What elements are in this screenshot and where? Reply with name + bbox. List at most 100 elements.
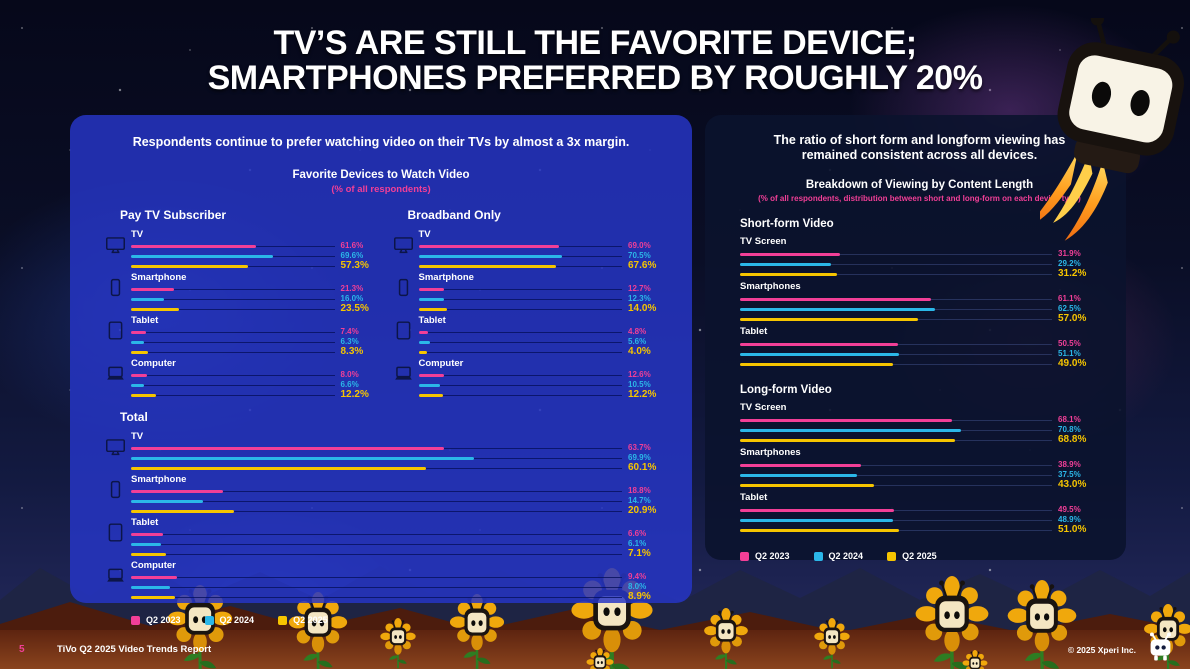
bar-track bbox=[740, 252, 1052, 256]
bar-value-q2-2023: 12.6% bbox=[628, 370, 651, 379]
bar-row: 9.4% bbox=[131, 572, 666, 582]
bar-row: 50.5% bbox=[740, 339, 1106, 349]
bar-q2-2024 bbox=[418, 254, 562, 258]
bar-q2-2024 bbox=[131, 383, 145, 387]
bar-row: 63.7% bbox=[131, 443, 666, 453]
bar-value-q2-2025: 7.1% bbox=[628, 548, 651, 559]
tivo-logo-icon bbox=[1149, 632, 1172, 661]
bar-row: 43.0% bbox=[740, 480, 1106, 490]
device-label: Tablet bbox=[418, 315, 446, 326]
bar-q2-2023 bbox=[418, 244, 559, 248]
bar-track bbox=[418, 287, 623, 291]
slide-title-line1: TV’S ARE STILL THE FAVORITE DEVICE; bbox=[273, 24, 917, 62]
bar-value-q2-2024: 14.7% bbox=[628, 496, 651, 505]
bar-q2-2023 bbox=[131, 532, 164, 536]
bar-track bbox=[740, 463, 1052, 467]
bar-value-q2-2025: 60.1% bbox=[628, 462, 657, 473]
bar-value-q2-2024: 10.5% bbox=[628, 380, 651, 389]
bar-track bbox=[418, 297, 623, 301]
bar-q2-2025 bbox=[131, 393, 156, 397]
total-rows: TV 63.7% 69.9% 60.1% Smartphone 18.8% 14.7% 20.… bbox=[105, 431, 666, 602]
bar-row: 49.5% bbox=[740, 505, 1106, 515]
bar-q2-2023 bbox=[740, 508, 895, 512]
bar-q2-2023 bbox=[131, 244, 257, 248]
bar-value-q2-2024: 6.3% bbox=[340, 337, 359, 346]
column-broadband-only: Broadband Only TV 69.0% 70.5% 67.6% Smartpho… bbox=[393, 208, 667, 401]
bar-q2-2024 bbox=[740, 518, 893, 522]
legend-item-q2-2023: Q2 2023 bbox=[131, 615, 181, 625]
total-section: Total TV 63.7% 69.9% 60.1% Smartphone 18.8% 14… bbox=[96, 410, 666, 602]
bar-track bbox=[740, 262, 1052, 266]
bar-value-q2-2023: 61.1% bbox=[1058, 294, 1081, 303]
bar-track bbox=[418, 307, 623, 311]
bar-value-q2-2025: 31.2% bbox=[1058, 268, 1087, 279]
tablet-icon bbox=[108, 321, 123, 340]
legend-swatch-q2-2025 bbox=[278, 615, 288, 625]
bar-value-q2-2025: 51.0% bbox=[1058, 524, 1087, 535]
bar-value-q2-2023: 50.5% bbox=[1058, 339, 1081, 348]
bar-track bbox=[418, 340, 623, 344]
bar-value-q2-2023: 63.7% bbox=[628, 443, 651, 452]
legend-swatch-q2-2024 bbox=[204, 615, 214, 625]
bar-value-q2-2025: 8.3% bbox=[340, 346, 364, 357]
bar-value-q2-2025: 49.0% bbox=[1058, 358, 1087, 369]
bar-track bbox=[740, 297, 1052, 301]
bar-row: 20.9% bbox=[131, 506, 666, 516]
bar-track bbox=[131, 509, 622, 513]
device-label: Tablet bbox=[131, 315, 159, 326]
bar-value-q2-2024: 37.5% bbox=[1058, 470, 1081, 479]
device-group-tv-screen: TV Screen 68.1% 70.8% 68.8% bbox=[733, 402, 1106, 445]
bar-track bbox=[418, 330, 623, 334]
bar-value-q2-2023: 21.3% bbox=[340, 284, 364, 293]
bar-track bbox=[740, 272, 1052, 276]
bar-track bbox=[131, 499, 622, 503]
bar-row: 18.8% bbox=[131, 486, 666, 496]
bar-value-q2-2024: 48.9% bbox=[1058, 515, 1081, 524]
bar-q2-2025 bbox=[418, 307, 447, 311]
bar-value-q2-2023: 68.1% bbox=[1058, 415, 1081, 424]
bar-row: 23.5% bbox=[131, 304, 379, 314]
bar-row: 38.9% bbox=[740, 460, 1106, 470]
laptop-icon bbox=[394, 366, 412, 380]
device-group-tv-screen: TV Screen 31.9% 29.2% 31.2% bbox=[733, 236, 1106, 279]
bar-q2-2023 bbox=[131, 446, 444, 450]
device-label: TV bbox=[131, 431, 144, 442]
slide-title-line2: SMARTPHONES PREFERRED BY ROUGHLY 20% bbox=[207, 59, 983, 97]
bar-row: 12.3% bbox=[418, 294, 667, 304]
bar-track bbox=[131, 575, 622, 579]
bar-q2-2025 bbox=[131, 552, 166, 556]
tv-icon bbox=[106, 237, 125, 254]
bar-row: 29.2% bbox=[740, 259, 1106, 269]
bar-track bbox=[131, 350, 335, 354]
device-label: TV bbox=[418, 229, 431, 240]
device-group-computer: Computer 8.0% 6.6% 12.2% bbox=[105, 358, 379, 400]
legend-item-q2-2025: Q2 2025 bbox=[887, 551, 937, 561]
bar-track bbox=[418, 373, 623, 377]
bar-q2-2023 bbox=[740, 252, 840, 256]
tv-icon bbox=[106, 439, 125, 456]
bar-q2-2023 bbox=[131, 373, 148, 377]
page-number: 5 bbox=[19, 644, 25, 655]
bar-track bbox=[740, 473, 1052, 477]
bar-row: 70.5% bbox=[418, 251, 667, 261]
pay-tv-subscriber-rows: TV 61.6% 69.6% 57.3% Smartphone 21.3% 16.0% 23.… bbox=[105, 229, 379, 400]
report-title: TiVo Q2 2025 Video Trends Report bbox=[57, 644, 212, 655]
bar-q2-2023 bbox=[740, 418, 953, 422]
section-header-long-form: Long-form Video bbox=[740, 384, 832, 396]
bar-row: 57.0% bbox=[740, 314, 1106, 324]
bar-q2-2024 bbox=[131, 456, 475, 460]
legend-swatch-q2-2023 bbox=[131, 615, 140, 625]
device-label: Computer bbox=[418, 358, 464, 369]
bar-track bbox=[131, 456, 622, 460]
bar-track bbox=[131, 254, 335, 258]
bar-row: 6.6% bbox=[131, 380, 379, 390]
device-label: Smartphone bbox=[418, 272, 474, 283]
bar-q2-2025 bbox=[131, 307, 179, 311]
bar-value-q2-2023: 8.0% bbox=[340, 370, 359, 379]
bar-row: 67.6% bbox=[418, 261, 667, 271]
bar-value-q2-2023: 6.6% bbox=[628, 529, 647, 538]
bar-track bbox=[740, 307, 1052, 311]
device-label: TV Screen bbox=[740, 402, 787, 413]
bar-row: 8.0% bbox=[131, 582, 666, 592]
